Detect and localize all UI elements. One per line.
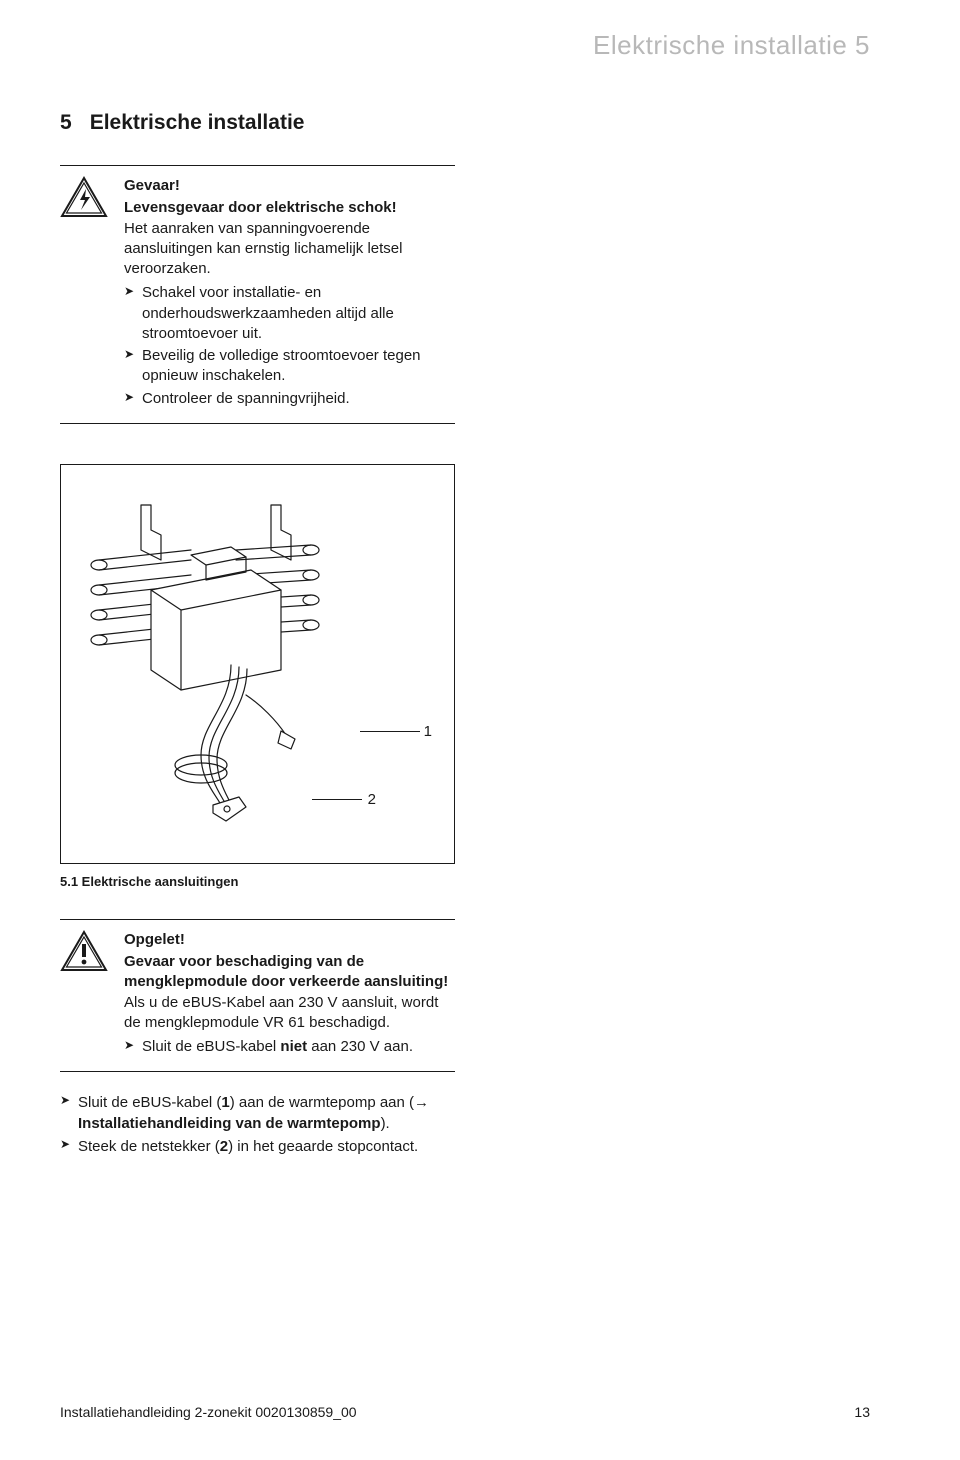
page-footer: Installatiehandleiding 2-zonekit 0020130… <box>60 1404 870 1420</box>
device-illustration <box>81 495 341 835</box>
caution-list: Sluit de eBUS-kabel niet aan 230 V aan. <box>124 1037 455 1057</box>
list-item: Schakel voor installatie- en onderhoudsw… <box>124 283 455 344</box>
danger-block: Gevaar! Levensgevaar door elektrische sc… <box>60 166 455 423</box>
caution-icon <box>60 930 108 977</box>
rule-bottom-caution <box>60 1071 455 1072</box>
caution-lead: Gevaar voor beschadiging van de mengklep… <box>124 952 455 993</box>
figure-caption: 5.1 Elektrische aansluitingen <box>60 874 455 889</box>
caution-block: Opgelet! Gevaar voor beschadiging van de… <box>60 920 455 1072</box>
leader-line-1 <box>360 731 420 732</box>
running-head: Elektrische installatie 5 <box>60 30 870 61</box>
rule-bottom-danger <box>60 423 455 424</box>
footer-page-number: 13 <box>854 1404 870 1420</box>
leader-line-2 <box>312 799 362 800</box>
figure-callout-2: 2 <box>368 791 376 808</box>
list-item: Steek de netstekker (2) in het geaarde s… <box>60 1136 455 1157</box>
figure-box: 1 2 <box>60 464 455 864</box>
caution-title: Opgelet! <box>124 930 455 950</box>
caution-desc: Als u de eBUS-Kabel aan 230 V aansluit, … <box>124 993 455 1034</box>
figure-callout-1: 1 <box>424 723 432 740</box>
list-item: Controleer de spanningvrijheid. <box>124 389 455 409</box>
list-item: Sluit de eBUS-kabel (1) aan de warmtepom… <box>60 1092 455 1134</box>
section-title-text: Elektrische installatie <box>90 111 305 134</box>
danger-lead: Levensgevaar door elektrische schok! <box>124 198 455 218</box>
list-item: Beveilig de volledige stroomtoevoer tege… <box>124 346 455 387</box>
danger-desc: Het aanraken van spanningvoerende aanslu… <box>124 219 455 280</box>
list-item: Sluit de eBUS-kabel niet aan 230 V aan. <box>124 1037 455 1057</box>
danger-list: Schakel voor installatie- en onderhoudsw… <box>124 283 455 409</box>
danger-title: Gevaar! <box>124 176 455 196</box>
danger-icon <box>60 176 108 223</box>
footer-left: Installatiehandleiding 2-zonekit 0020130… <box>60 1404 357 1420</box>
section-number: 5 <box>60 111 72 134</box>
section-title: 5 Elektrische installatie <box>60 111 870 135</box>
steps-list: Sluit de eBUS-kabel (1) aan de warmtepom… <box>60 1092 455 1157</box>
